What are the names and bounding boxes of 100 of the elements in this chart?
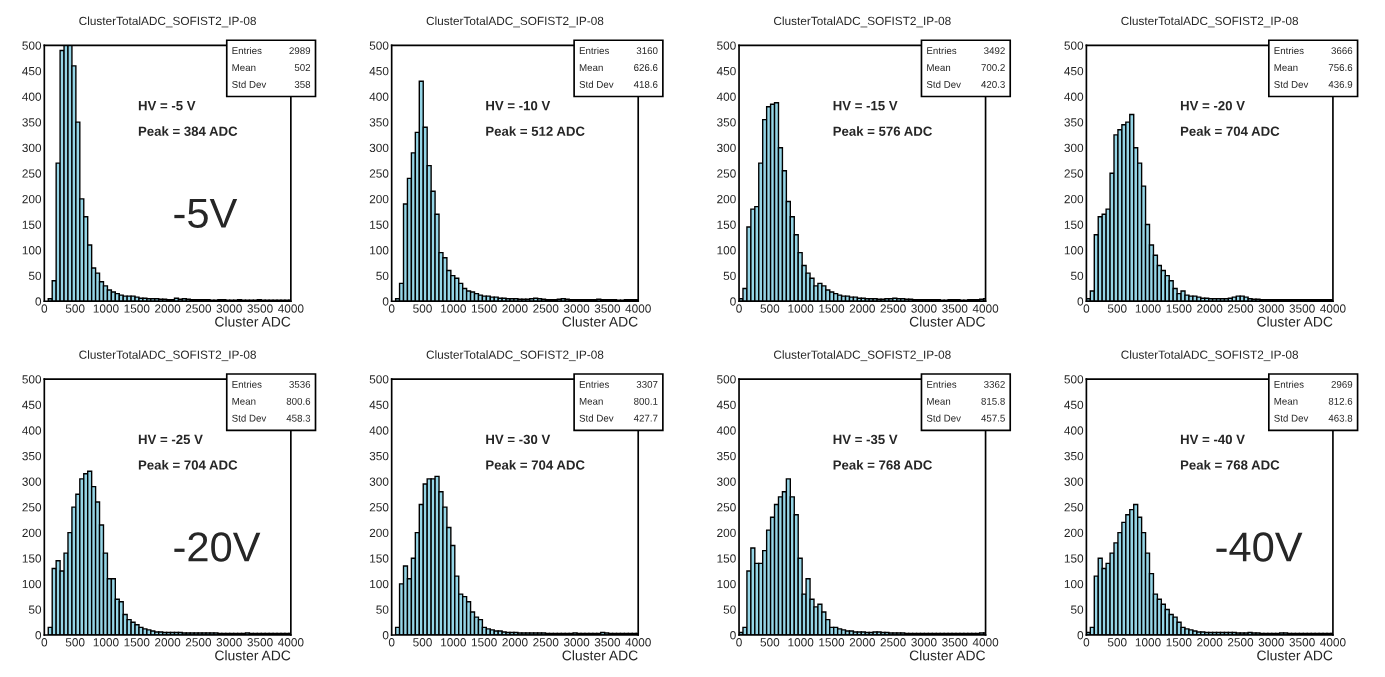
y-tick-label: 50 (723, 605, 736, 614)
y-tick-label: 0 (382, 631, 389, 640)
x-tick-label: 500 (65, 638, 85, 647)
annotation: 3492 (984, 47, 1005, 55)
y-tick-label: 100 (370, 579, 389, 589)
x-tick-label: 2500 (880, 304, 906, 313)
annotation: Mean (927, 64, 951, 71)
y-tick-label: 400 (369, 92, 389, 101)
x-tick-label: 0 (388, 638, 395, 647)
annotation: Std Dev (1274, 80, 1309, 88)
annotation: Peak = 384 ADC (138, 126, 238, 136)
chart-title: ClusterTotalADC_SOFIST2_IP-08 (774, 16, 951, 28)
y-tick-label: 300 (22, 143, 42, 153)
y-tick-label: 450 (716, 66, 736, 76)
x-tick-label: 2500 (185, 638, 212, 647)
y-tick-label: 200 (717, 528, 736, 538)
x-tick-label: 2000 (849, 638, 875, 647)
y-tick-label: 50 (723, 271, 736, 281)
y-tick-label: 0 (1077, 631, 1084, 640)
y-tick-label: 150 (1064, 554, 1084, 563)
x-tick-label: 4000 (277, 638, 304, 647)
x-tick-label: 1000 (1135, 638, 1161, 647)
y-tick-label: 100 (717, 246, 736, 255)
annotation: 418.6 (633, 81, 658, 88)
annotation: 436.9 (1328, 81, 1353, 88)
y-tick-label: 50 (1070, 605, 1084, 614)
y-tick-label: 150 (717, 220, 736, 229)
annotation: Mean (232, 64, 256, 71)
x-tick-label: 0 (1083, 638, 1090, 647)
annotation: 756.6 (1328, 64, 1353, 71)
annotation: Mean (1274, 397, 1298, 405)
annotation: Std Dev (232, 80, 267, 88)
x-tick-label: 4000 (1320, 304, 1346, 313)
y-tick-label: 350 (1064, 118, 1084, 127)
y-tick-label: 50 (28, 271, 42, 281)
y-tick-label: 200 (717, 194, 736, 204)
x-axis-title: Cluster ADC (562, 316, 638, 327)
annotation: HV = -25 V (138, 434, 203, 445)
x-tick-label: 1500 (471, 304, 497, 313)
x-tick-label: 2500 (185, 304, 212, 313)
x-tick-label: 0 (736, 304, 742, 313)
x-axis-title: Cluster ADC (562, 650, 638, 661)
annotation: Peak = 768 ADC (833, 459, 932, 470)
y-tick-label: 300 (369, 477, 389, 486)
x-tick-label: 1500 (1166, 304, 1192, 313)
x-tick-label: 3500 (247, 638, 273, 647)
annotation: -40V (1216, 532, 1303, 562)
annotation: Peak = 768 ADC (1180, 459, 1280, 470)
x-tick-label: 2500 (1227, 304, 1254, 313)
y-tick-label: 150 (1064, 220, 1084, 229)
y-tick-label: 500 (717, 375, 736, 384)
annotation: -5V (174, 198, 238, 228)
annotation: -20V (174, 532, 261, 562)
y-tick-label: 300 (717, 143, 736, 153)
y-tick-label: 50 (376, 605, 389, 614)
annotation: Entries (579, 380, 609, 388)
annotation: Peak = 512 ADC (486, 126, 585, 136)
annotation: Peak = 576 ADC (833, 126, 932, 136)
x-tick-label: 3500 (1289, 638, 1315, 647)
annotation: Entries (1274, 46, 1304, 55)
annotation: 463.8 (1328, 414, 1353, 422)
y-tick-label: 0 (35, 631, 42, 640)
y-tick-label: 150 (370, 554, 389, 563)
y-tick-label: 300 (369, 143, 389, 153)
annotation: Std Dev (926, 80, 961, 88)
annotation: HV = -20 V (1180, 100, 1245, 111)
x-tick-label: 2000 (1197, 304, 1223, 313)
annotation: HV = -15 V (833, 101, 898, 111)
y-tick-label: 450 (716, 400, 736, 410)
annotation: HV = -35 V (833, 434, 898, 445)
x-tick-label: 1000 (1135, 304, 1161, 313)
y-tick-label: 400 (22, 426, 42, 435)
y-tick-label: 100 (22, 579, 42, 589)
annotation: HV = -30 V (486, 434, 551, 445)
x-tick-label: 3000 (1258, 304, 1284, 313)
y-tick-label: 50 (28, 605, 42, 614)
y-tick-label: 500 (369, 41, 389, 50)
y-tick-label: 350 (1064, 451, 1084, 461)
x-tick-label: 1000 (441, 638, 466, 647)
x-tick-label: 0 (41, 638, 48, 647)
y-tick-label: 200 (1064, 528, 1084, 538)
annotation: Mean (927, 397, 951, 405)
y-tick-label: 300 (1064, 143, 1084, 153)
y-tick-label: 250 (1064, 169, 1084, 178)
annotation: 812.6 (1328, 397, 1353, 405)
x-tick-label: 2000 (155, 638, 181, 647)
chart-title: ClusterTotalADC_SOFIST2_IP-08 (79, 16, 256, 28)
x-tick-label: 3500 (942, 304, 968, 313)
y-tick-label: 400 (1064, 92, 1084, 101)
x-tick-label: 500 (413, 638, 432, 647)
annotation: 3536 (289, 380, 311, 388)
x-tick-label: 1500 (471, 638, 497, 647)
annotation: Mean (1274, 64, 1298, 71)
y-tick-label: 250 (22, 503, 42, 512)
annotation: Mean (579, 397, 603, 405)
y-tick-label: 400 (716, 426, 736, 435)
y-tick-label: 0 (35, 297, 42, 306)
y-tick-label: 100 (1064, 246, 1084, 255)
annotation: Mean (579, 64, 603, 71)
annotation: HV = -5 V (138, 101, 196, 111)
